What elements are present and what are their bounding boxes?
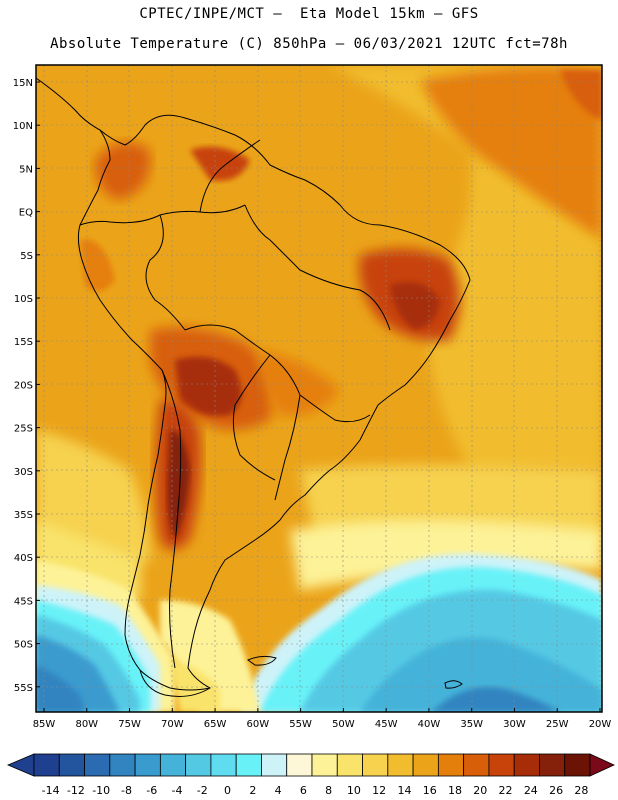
lon-label: 30W [503, 719, 526, 730]
colorbar-swatch [336, 753, 363, 777]
colorbar-label: -2 [197, 784, 208, 797]
colorbar-label: 16 [423, 784, 437, 797]
graticule [36, 65, 602, 712]
colorbar-label: 0 [224, 784, 231, 797]
colorbar-swatch [311, 753, 338, 777]
longitude-labels: 85W 80W 75W 70W 65W 60W 55W 50W 45W 40W 35W 30W 25W 2… [33, 708, 612, 730]
lon-label: 75W [118, 719, 141, 730]
colorbar-label: -10 [92, 784, 110, 797]
colorbar-swatch [437, 753, 465, 777]
colorbar-label: 4 [275, 784, 282, 797]
temperature-field [36, 65, 602, 712]
lat-label: 5N [19, 164, 33, 175]
lat-label: 45S [14, 596, 33, 607]
lat-label: 15N [13, 78, 33, 89]
lat-label: 5S [20, 251, 33, 262]
colorbar-swatch [84, 753, 111, 777]
colorbar-label: -4 [172, 784, 183, 797]
lat-label: 40S [14, 553, 33, 564]
colorbar-swatch [134, 753, 161, 777]
colorbar-min-arrow [6, 753, 35, 777]
coastlines [36, 77, 471, 697]
colorbar-swatch [210, 753, 237, 777]
lon-label: 40W [418, 719, 441, 730]
colorbar-swatch [513, 753, 540, 777]
lat-label: 30S [14, 467, 33, 478]
colorbar-label: -6 [146, 784, 157, 797]
colorbar-swatch [463, 753, 490, 777]
colorbar-label: 18 [448, 784, 462, 797]
lat-label: 15S [14, 337, 33, 348]
lon-label: 85W [33, 719, 56, 730]
chart-title-line2: Absolute Temperature (C) 850hPa – 06/03/… [50, 36, 568, 52]
lon-label: 80W [75, 719, 98, 730]
lon-label: 55W [289, 719, 312, 730]
colorbar-label: -14 [42, 784, 60, 797]
colorbar-swatch [235, 753, 262, 777]
colorbar-swatch [286, 753, 313, 777]
lon-label: 65W [204, 719, 227, 730]
lon-label: 50W [332, 719, 355, 730]
colorbar-swatch [387, 753, 414, 777]
colorbar-swatch [539, 753, 566, 777]
lat-label: 20S [14, 380, 33, 391]
lat-label: 10N [13, 121, 33, 132]
lon-label: 60W [247, 719, 270, 730]
colorbar-label: 26 [549, 784, 563, 797]
colorbar-label: 2 [249, 784, 256, 797]
lat-label: EQ [19, 208, 33, 219]
colorbar-swatch [412, 753, 439, 777]
colorbar: -14 -12 -10 -8 -6 -4 -2 0 2 4 6 8 10 12 14 16 18 20 22 24 26… [6, 753, 615, 797]
lat-label: 55S [14, 683, 33, 694]
colorbar-swatch [261, 753, 288, 777]
colorbar-swatch [33, 753, 60, 777]
lat-label: 10S [14, 294, 33, 305]
colorbar-label: 6 [300, 784, 307, 797]
colorbar-swatch [58, 753, 85, 777]
latitude-labels: 15N 10N 5N EQ 5S 10S 15S 20S 25S 30S 35S 40S 45S 50S 5… [13, 78, 40, 694]
lat-label: 50S [14, 640, 33, 651]
colorbar-label: -8 [121, 784, 132, 797]
lat-label: 35S [14, 510, 33, 521]
colorbar-label: 14 [397, 784, 411, 797]
colorbar-swatch [159, 753, 187, 777]
lat-label: 25S [14, 424, 33, 435]
lon-label: 35W [460, 719, 483, 730]
colorbar-label: 24 [524, 784, 538, 797]
chart-title-line1: CPTEC/INPE/MCT – Eta Model 15km – GFS [139, 6, 479, 22]
colorbar-label: 22 [499, 784, 513, 797]
colorbar-swatch [109, 753, 136, 777]
colorbar-label: -12 [67, 784, 85, 797]
map-frame [35, 64, 603, 713]
lon-label: 45W [375, 719, 398, 730]
colorbar-label: 8 [325, 784, 332, 797]
colorbar-swatch [362, 753, 389, 777]
lon-label: 25W [546, 719, 569, 730]
lon-label: 70W [161, 719, 184, 730]
colorbar-label: 10 [347, 784, 361, 797]
lon-label: 20W [589, 719, 612, 730]
colorbar-swatch [488, 753, 515, 777]
colorbar-max-arrow [589, 753, 615, 777]
colorbar-label: 12 [372, 784, 386, 797]
colorbar-swatch [564, 753, 591, 777]
colorbar-swatch [185, 753, 212, 777]
colorbar-label: 20 [473, 784, 487, 797]
colorbar-label: 28 [574, 784, 588, 797]
